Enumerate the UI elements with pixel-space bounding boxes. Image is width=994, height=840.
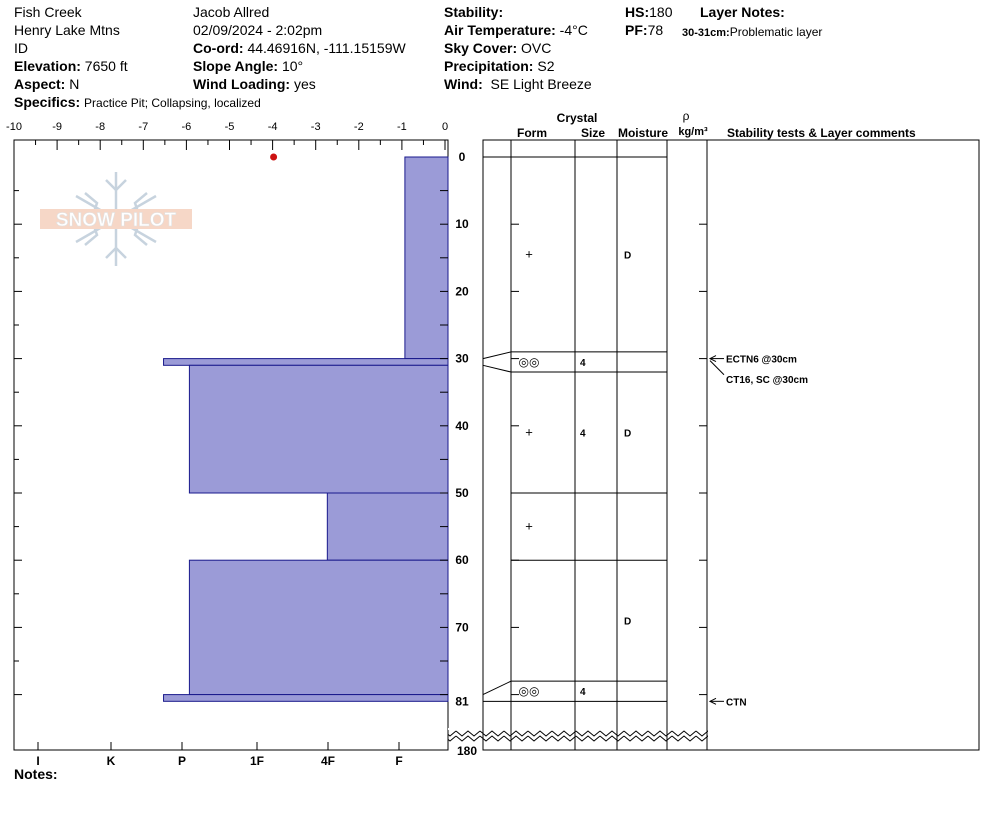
slope-angle: Slope Angle: 10° — [193, 58, 304, 74]
layer-note: 30-31cm:Problematic layer — [682, 25, 823, 39]
header-form: Form — [517, 126, 547, 140]
crystal-size: 4 — [580, 429, 586, 440]
state: ID — [14, 40, 28, 56]
air-temperature: Air Temperature: -4°C — [444, 22, 588, 38]
hardness-tick-label: I — [36, 754, 39, 768]
hardness-bar — [326, 492, 449, 561]
hardness-tick-label: P — [178, 754, 186, 768]
specifics: Specifics: Practice Pit; Collapsing, loc… — [14, 94, 261, 110]
range: Henry Lake Mtns — [14, 22, 120, 38]
depth-tick-label: 50 — [455, 486, 469, 500]
hardness-tick-label: 1F — [250, 754, 264, 768]
temperature-point — [270, 153, 278, 161]
temp-tick-label: -5 — [225, 121, 235, 133]
depth-tick-label: 81 — [455, 694, 469, 708]
hardness-bar — [188, 364, 449, 494]
penetration-foot: PF:78 — [625, 22, 664, 38]
hardness-tick-label: K — [107, 754, 116, 768]
table-frame — [482, 139, 980, 751]
layer-connector — [482, 680, 512, 696]
temp-tick-label: -2 — [354, 121, 364, 133]
elevation: Elevation: 7650 ft — [14, 58, 128, 74]
layer-notes-label: Layer Notes: — [700, 4, 785, 20]
hardness-tick-label: 4F — [321, 754, 335, 768]
temp-tick-label: -4 — [268, 121, 278, 133]
crystal-form: + — [525, 519, 533, 534]
temp-tick-label: 0 — [442, 121, 448, 133]
temperature-axis: -10 -9 -8 -7 -6 -5 -4 -3 -2 -1 0 — [6, 121, 448, 150]
hardness-bar — [163, 358, 449, 366]
hardness-axis: I K P 1F 4F F — [36, 742, 403, 768]
table-headers: Crystal Form Size Moisture ρ kg/m³ Stability t… — [517, 109, 916, 140]
temp-tick-label: -6 — [182, 121, 192, 133]
depth-tick-label: 40 — [455, 419, 469, 433]
header-size: Size — [581, 126, 605, 140]
depth-tick-label: 10 — [455, 217, 469, 231]
temp-tick-label: -3 — [311, 121, 321, 133]
datetime: 02/09/2024 - 2:02pm — [193, 22, 323, 38]
coordinates: Co-ord: 44.46916N, -111.15159W — [193, 40, 406, 56]
hardness-bar — [188, 559, 449, 696]
header-rho: ρ — [683, 109, 690, 123]
hardness-tick-label: F — [395, 754, 402, 768]
layer-connector — [482, 351, 512, 360]
snow-height: HS:180 — [625, 4, 673, 20]
crystal-table: + D ◎◎ 4 + 4 D + D ◎◎ 4 — [482, 139, 980, 751]
hardness-bars — [163, 156, 449, 702]
stability-arrow — [709, 360, 725, 376]
crystal-form: + — [525, 425, 533, 440]
depth-bottom-label: 180 — [457, 744, 477, 758]
crystal-form: + — [525, 246, 533, 261]
stability-tests: ECTN6 @30cm CT16, SC @30cm CTN — [708, 355, 808, 708]
stability-test-label: CT16, SC @30cm — [726, 375, 808, 386]
temp-tick-label: -7 — [138, 121, 148, 133]
stability-test-label: ECTN6 @30cm — [726, 355, 797, 366]
depth-break-symbol — [448, 730, 708, 744]
wind-loading: Wind Loading: yes — [193, 76, 316, 92]
aspect: Aspect: N — [14, 76, 80, 92]
moisture: D — [624, 429, 631, 440]
depth-tick-label: 0 — [459, 150, 466, 164]
temp-tick-label: -9 — [52, 121, 62, 133]
snowpilot-logo: SNOW PILOT — [40, 172, 192, 266]
depth-tick-label: 20 — [455, 284, 469, 298]
header-moisture: Moisture — [618, 126, 668, 140]
sky-cover: Sky Cover: OVC — [444, 40, 552, 56]
stability-arrowhead — [708, 697, 717, 705]
crystal-size: 4 — [580, 687, 586, 698]
stability-test-label: CTN — [726, 697, 747, 708]
notes-label: Notes: — [14, 766, 58, 782]
observer: Jacob Allred — [193, 4, 270, 20]
crystal-form: ◎◎ — [519, 684, 540, 698]
moisture: D — [624, 617, 631, 628]
depth-tick-label: 30 — [455, 352, 469, 366]
temp-tick-label: -1 — [397, 121, 407, 133]
precipitation: Precipitation: S2 — [444, 58, 555, 74]
wind: Wind: SE Light Breeze — [444, 76, 592, 92]
temp-tick-label: -8 — [95, 121, 105, 133]
header-density-unit: kg/m³ — [678, 126, 708, 138]
header-crystal: Crystal — [557, 111, 598, 125]
temp-tick-label: -10 — [6, 121, 22, 133]
depth-axis: 0 10 20 30 40 50 60 70 81 180 — [14, 150, 477, 758]
depth-tick-label: 70 — [455, 620, 469, 634]
crystal-size: 4 — [580, 358, 586, 369]
crystal-form: ◎◎ — [519, 355, 540, 369]
depth-tick-label: 60 — [455, 553, 469, 567]
moisture: D — [624, 250, 631, 261]
header-comments: Stability tests & Layer comments — [727, 126, 916, 140]
layer-connector — [482, 364, 512, 373]
stability-arrowhead — [708, 355, 717, 363]
stability: Stability: — [444, 4, 504, 20]
svg-text:SNOW PILOT: SNOW PILOT — [56, 210, 177, 231]
temperature-points — [270, 153, 278, 161]
hardness-bar — [163, 694, 449, 702]
location: Fish Creek — [14, 4, 82, 20]
